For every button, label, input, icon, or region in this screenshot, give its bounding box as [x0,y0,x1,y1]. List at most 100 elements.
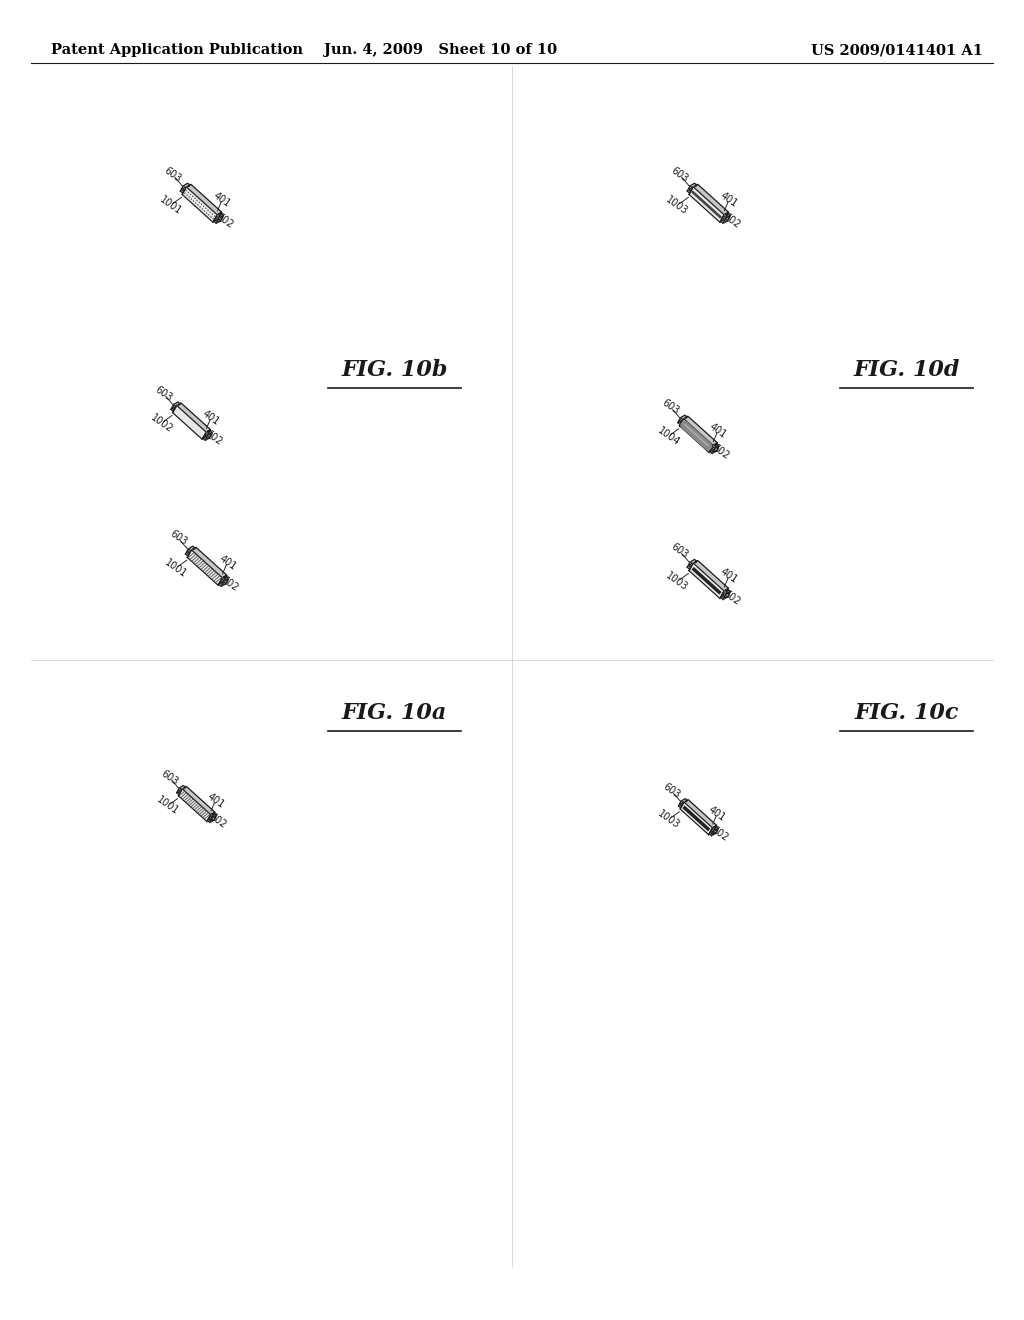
Polygon shape [171,404,176,412]
Circle shape [711,832,713,834]
Polygon shape [692,191,721,218]
Polygon shape [180,186,185,193]
Circle shape [689,564,691,568]
Circle shape [178,789,180,792]
Polygon shape [681,416,687,420]
Text: FIG. 10a: FIG. 10a [342,702,446,723]
Text: 603: 603 [163,165,183,185]
Polygon shape [710,446,715,454]
Polygon shape [183,183,190,187]
Polygon shape [723,214,730,218]
Circle shape [722,218,724,222]
Polygon shape [712,829,718,836]
Text: 602: 602 [203,429,224,447]
Text: Jun. 4, 2009   Sheet 10 of 10: Jun. 4, 2009 Sheet 10 of 10 [324,44,557,57]
Polygon shape [182,187,217,222]
Text: 401: 401 [708,421,728,440]
Polygon shape [185,549,190,556]
Text: 603: 603 [168,528,188,548]
Polygon shape [214,216,219,223]
Text: 603: 603 [660,397,681,417]
Polygon shape [720,589,728,598]
Polygon shape [207,812,215,821]
Text: 603: 603 [160,768,180,787]
Polygon shape [709,442,718,453]
Polygon shape [216,215,223,223]
Text: 603: 603 [154,384,174,404]
Text: 602: 602 [710,442,731,461]
Polygon shape [693,561,728,591]
Polygon shape [680,418,713,453]
Polygon shape [221,577,228,581]
Text: 603: 603 [670,541,690,561]
Text: 401: 401 [212,190,232,209]
Polygon shape [684,416,718,445]
Polygon shape [687,186,692,193]
Text: 602: 602 [709,824,730,843]
Polygon shape [681,799,687,803]
Circle shape [205,436,207,438]
Polygon shape [216,214,223,218]
Polygon shape [689,187,724,222]
Polygon shape [191,548,226,578]
Polygon shape [723,215,730,223]
Polygon shape [709,825,717,834]
Text: 401: 401 [707,804,728,822]
Text: 1001: 1001 [158,194,183,216]
Text: 603: 603 [662,781,682,800]
Polygon shape [182,787,215,814]
Polygon shape [177,788,181,795]
Polygon shape [690,560,697,564]
Polygon shape [712,446,719,454]
Polygon shape [221,578,228,586]
Circle shape [220,581,222,585]
Text: Patent Application Publication: Patent Application Publication [51,44,303,57]
Polygon shape [678,417,683,425]
Polygon shape [687,562,692,569]
Text: 401: 401 [201,408,221,426]
Text: US 2009/0141401 A1: US 2009/0141401 A1 [811,44,983,57]
Circle shape [679,420,681,422]
Text: FIG. 10d: FIG. 10d [853,359,959,380]
Polygon shape [210,816,216,822]
Polygon shape [187,550,222,585]
Polygon shape [723,590,730,594]
Polygon shape [173,405,206,440]
Polygon shape [206,430,212,436]
Polygon shape [721,216,726,223]
Text: 1001: 1001 [163,557,188,579]
Text: 401: 401 [719,566,739,585]
Text: 1003: 1003 [665,570,690,593]
Circle shape [722,594,724,598]
Polygon shape [205,433,212,441]
Polygon shape [723,591,730,599]
Polygon shape [721,593,726,599]
Circle shape [172,407,174,409]
Polygon shape [218,576,226,585]
Text: 1003: 1003 [665,194,690,216]
Text: 603: 603 [670,165,690,185]
Text: 1001: 1001 [155,795,180,817]
Polygon shape [713,444,719,449]
Polygon shape [178,789,211,821]
Polygon shape [203,433,208,441]
Polygon shape [680,803,713,834]
Text: 1003: 1003 [656,808,682,830]
Polygon shape [710,829,714,836]
Polygon shape [174,403,180,407]
Circle shape [215,218,217,222]
Polygon shape [188,546,196,550]
Text: 602: 602 [721,587,742,607]
Polygon shape [679,801,683,808]
Circle shape [712,449,714,451]
Text: 602: 602 [207,810,228,830]
Circle shape [680,803,682,805]
Polygon shape [684,800,717,828]
Circle shape [182,187,184,191]
Text: 602: 602 [721,211,742,231]
Polygon shape [693,185,728,215]
Polygon shape [179,785,185,789]
Text: FIG. 10b: FIG. 10b [341,359,447,380]
Polygon shape [186,185,221,215]
Text: 401: 401 [217,553,238,572]
